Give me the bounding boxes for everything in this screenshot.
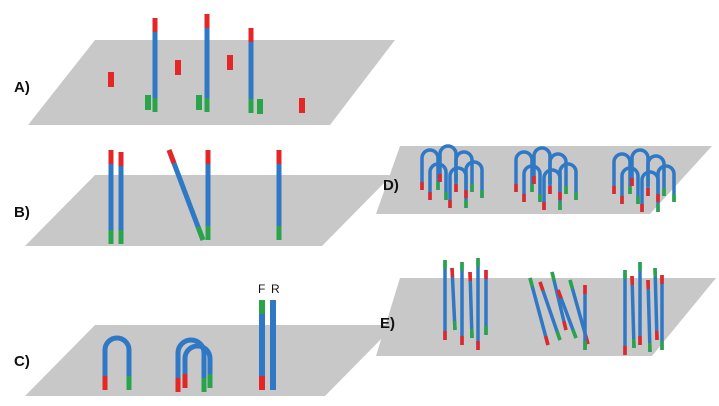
primer xyxy=(196,95,202,110)
strand-end xyxy=(530,278,532,287)
strand-end xyxy=(169,150,174,163)
primer xyxy=(108,72,114,87)
primer xyxy=(227,55,233,70)
panel-label: C) xyxy=(14,353,30,370)
strand xyxy=(648,280,650,352)
strand-end xyxy=(552,272,554,281)
primer xyxy=(145,95,151,110)
primer xyxy=(175,60,181,75)
strand xyxy=(632,276,634,348)
strand-label: F xyxy=(258,282,265,296)
primer xyxy=(299,98,305,113)
panel-label: B) xyxy=(14,204,30,221)
primer xyxy=(257,99,263,114)
panel-label: A) xyxy=(14,79,30,96)
strand-end xyxy=(546,336,548,345)
panel-label: D) xyxy=(383,177,399,194)
surface-a xyxy=(28,40,395,125)
strand-label: R xyxy=(271,282,280,296)
strand xyxy=(655,268,657,340)
strand xyxy=(470,272,472,338)
strand-end xyxy=(570,280,572,289)
panel-label: E) xyxy=(380,315,395,332)
figure: A) B) C) D) E) F R xyxy=(0,0,719,406)
strand-end xyxy=(564,321,566,330)
